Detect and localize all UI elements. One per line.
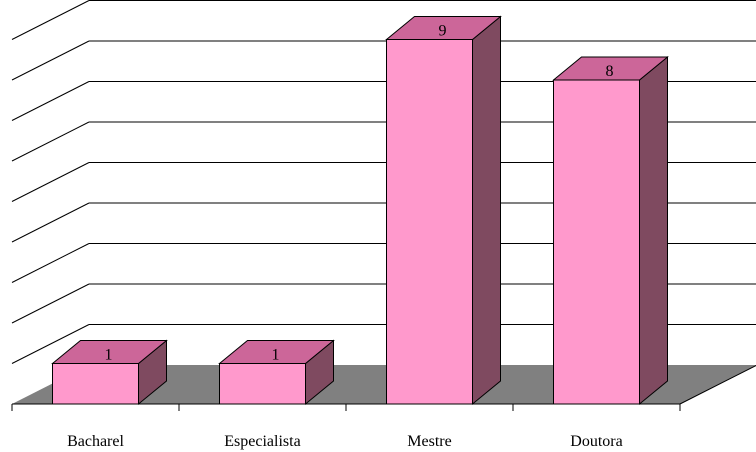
bar-side: [472, 15, 501, 406]
data-label: 1: [105, 347, 113, 364]
bar-mestre: [385, 15, 502, 406]
gridline-side-6: [11, 121, 90, 162]
bar-front: [386, 39, 473, 405]
data-label: 9: [439, 23, 447, 40]
x-tick-label: Especialista: [224, 433, 300, 450]
data-label: 1: [272, 347, 280, 364]
x-axis: [11, 403, 681, 411]
bar-front: [219, 363, 306, 405]
gridline-side-2: [11, 283, 90, 324]
gridline-side-4: [11, 202, 90, 243]
bar-bacharel: [51, 339, 168, 406]
gridline-side-9: [11, 0, 90, 40]
bar-doutora: [552, 55, 669, 406]
bar-front: [553, 79, 640, 405]
x-tick-label: Doutora: [570, 433, 622, 450]
gridline-side-1: [11, 324, 90, 364]
x-tick-label: Bacharel: [67, 433, 124, 450]
data-label: 8: [606, 63, 614, 80]
bars: [51, 15, 669, 406]
bar-side: [639, 55, 668, 406]
labels: 1 Bacharel 1 Especialista 9 Mestre 8 Doutora: [67, 23, 623, 451]
gridline-side-8: [11, 40, 90, 81]
bar-front: [52, 363, 139, 405]
bar-especialista: [218, 339, 335, 406]
gridline-side-7: [11, 81, 90, 121]
x-tick-label: Mestre: [407, 433, 451, 450]
gridline-side-3: [11, 243, 90, 283]
floor-right-edge: [679, 364, 756, 405]
gridline-side-5: [11, 162, 90, 202]
